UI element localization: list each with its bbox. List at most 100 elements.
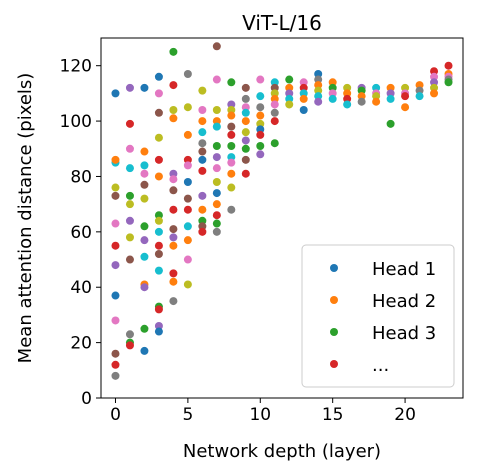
data-point (270, 139, 279, 148)
data-point (401, 103, 410, 112)
data-point (256, 142, 265, 150)
data-point (111, 360, 120, 369)
data-point (169, 114, 178, 123)
data-point (198, 155, 207, 164)
data-point (270, 89, 279, 98)
data-point (169, 269, 178, 278)
data-point (212, 164, 221, 173)
data-point (212, 189, 221, 198)
data-point (212, 106, 221, 114)
data-point (169, 297, 178, 306)
data-point (183, 236, 192, 245)
data-point (357, 97, 366, 106)
data-point (125, 144, 134, 153)
data-point (285, 94, 294, 103)
data-point (444, 61, 453, 70)
data-point (227, 122, 236, 131)
data-point (140, 147, 149, 156)
data-point (430, 67, 439, 76)
data-point (183, 103, 192, 112)
data-point (328, 94, 337, 103)
data-point (241, 108, 250, 117)
data-point (270, 78, 279, 87)
y-tick-label: 60 (70, 223, 92, 243)
data-point (227, 153, 236, 162)
data-point (285, 100, 294, 109)
data-point (415, 81, 424, 90)
data-point (212, 219, 221, 228)
data-point (270, 94, 279, 103)
data-point (140, 83, 149, 92)
data-point (386, 89, 395, 98)
data-point (169, 175, 178, 184)
data-point (183, 222, 192, 231)
legend-label: Head 3 (372, 323, 436, 344)
y-tick-label: 40 (70, 278, 92, 298)
data-point (285, 83, 294, 92)
data-point (111, 191, 120, 200)
data-point (169, 81, 178, 90)
data-point (111, 371, 120, 380)
data-point (314, 75, 323, 84)
x-tick-label: 10 (249, 405, 271, 425)
data-point (227, 183, 236, 192)
data-point (140, 236, 149, 245)
data-point (430, 78, 439, 87)
data-point (256, 103, 265, 112)
data-point (111, 349, 120, 358)
data-point (125, 330, 134, 339)
data-point (154, 227, 163, 236)
chart-title: ViT-L/16 (242, 11, 322, 35)
data-point (415, 86, 424, 95)
data-point (154, 155, 163, 164)
data-point (125, 341, 134, 350)
data-point (154, 250, 163, 258)
data-point (198, 139, 207, 148)
y-axis-title: Mean attention distance (pixels) (15, 73, 36, 364)
legend-label: Head 2 (372, 291, 436, 312)
data-point (314, 92, 323, 101)
data-point (227, 142, 236, 150)
y-tick-label: 120 (60, 57, 92, 77)
data-point (169, 233, 178, 242)
data-point (241, 155, 250, 164)
data-point (256, 125, 265, 134)
data-point (256, 150, 265, 159)
data-point (111, 291, 120, 300)
data-point (140, 346, 149, 355)
data-point (212, 122, 221, 131)
data-point (198, 128, 207, 137)
data-point (241, 103, 250, 112)
data-point (212, 75, 221, 84)
data-point (227, 205, 236, 214)
data-point (444, 78, 453, 87)
data-point (212, 142, 221, 150)
legend-label: Head 1 (372, 259, 436, 280)
data-point (430, 72, 439, 81)
y-tick-label: 80 (70, 167, 92, 187)
data-point (299, 78, 308, 87)
data-point (169, 106, 178, 114)
data-point (169, 47, 178, 56)
legend-box (301, 244, 455, 388)
data-point (125, 216, 134, 225)
data-point (154, 322, 163, 330)
x-axis-title: Network depth (layer) (183, 441, 381, 462)
data-point (285, 75, 294, 84)
data-point (212, 211, 221, 220)
data-point (154, 266, 163, 275)
data-point (169, 241, 178, 250)
data-point (169, 186, 178, 195)
data-point (212, 42, 221, 51)
data-point (357, 92, 366, 101)
data-point (111, 183, 120, 192)
data-point (183, 155, 192, 164)
data-point (343, 89, 352, 98)
data-point (125, 200, 134, 209)
data-point (183, 70, 192, 78)
data-point (357, 86, 366, 95)
legend-label: ... (372, 355, 389, 376)
data-point (386, 119, 395, 128)
data-point (227, 100, 236, 109)
data-point (227, 78, 236, 87)
